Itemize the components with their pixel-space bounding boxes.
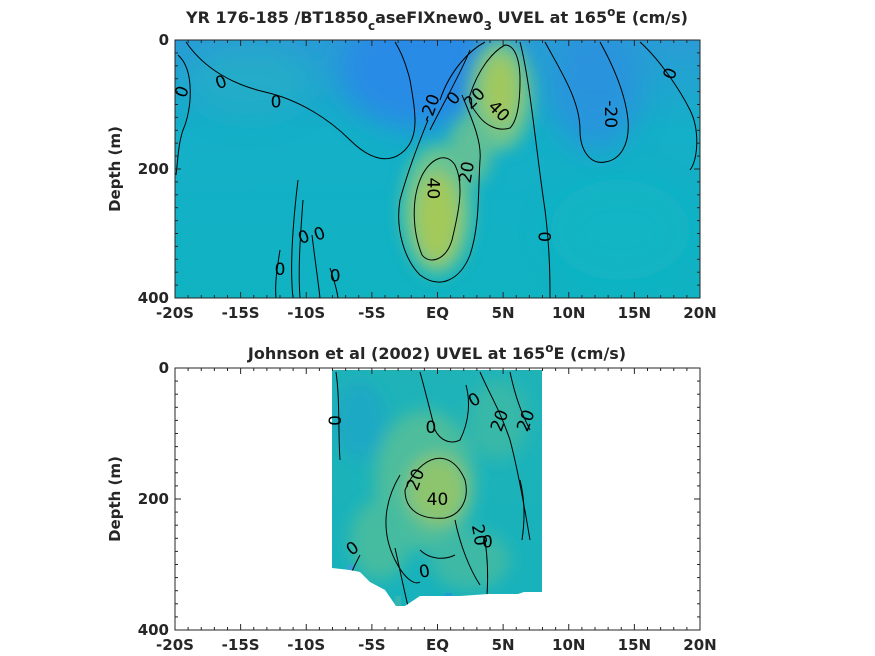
x-tick-label: 15N <box>618 304 651 322</box>
y-tick-label: 0 <box>159 359 169 377</box>
x-tick-label: 20N <box>683 304 716 322</box>
chart-2: Johnson et al (2002) UVEL at 165oE (cm/s… <box>106 341 717 654</box>
chart-1-title: YR 176-185 /BT1850caseFIXnew03 UVEL at 1… <box>185 5 688 33</box>
chart-2-title: Johnson et al (2002) UVEL at 165oE (cm/s… <box>247 341 626 363</box>
x-tick-label: -10S <box>287 304 325 322</box>
x-tick-label: 5N <box>492 636 515 654</box>
x-tick-label: -20S <box>156 636 194 654</box>
x-tick-label: 5N <box>492 304 515 322</box>
x-tick-label: 10N <box>552 636 585 654</box>
x-tick-label: -15S <box>222 636 260 654</box>
chart-2-contours <box>335 371 531 606</box>
contour-label: -20 <box>600 100 620 128</box>
contour-label: 0 <box>426 418 437 438</box>
x-tick-label: 20N <box>683 636 716 654</box>
x-tick-label: 15N <box>618 636 651 654</box>
x-tick-label: -5S <box>358 636 385 654</box>
y-tick-label: 400 <box>138 289 169 307</box>
contour-label: 20 <box>467 523 490 548</box>
contour-label: 0 <box>482 533 493 553</box>
x-tick-label: -5S <box>358 304 385 322</box>
x-tick-label: 10N <box>552 304 585 322</box>
x-tick-label: -15S <box>222 304 260 322</box>
y-tick-label: 200 <box>138 160 169 178</box>
contour-label: 40 <box>423 178 443 200</box>
contour-label: 0 <box>417 561 431 583</box>
x-tick-label: -10S <box>287 636 325 654</box>
contour-label: 20 <box>456 160 479 185</box>
y-tick-label: 400 <box>138 621 169 639</box>
x-tick-label: EQ <box>426 304 449 322</box>
contour-label: 0 <box>536 231 556 242</box>
chart-2-ylabel: Depth (m) <box>106 456 124 542</box>
contour-label: 40 <box>427 490 449 510</box>
x-tick-label: -20S <box>156 304 194 322</box>
contour-label: 0 <box>271 92 282 112</box>
chart-1-contours <box>175 41 698 298</box>
chart-1-heatmap <box>175 40 700 298</box>
y-tick-label: 200 <box>138 490 169 508</box>
chart-1-ylabel: Depth (m) <box>106 126 124 212</box>
chart-2-heatmap <box>332 370 542 606</box>
contour-label: 0 <box>326 415 346 426</box>
contour-label: 0 <box>275 260 286 280</box>
contour-label: 0 <box>330 266 341 286</box>
x-tick-label: EQ <box>426 636 449 654</box>
y-tick-label: 0 <box>159 31 169 49</box>
chart-1: YR 176-185 /BT1850caseFIXnew03 UVEL at 1… <box>106 5 717 322</box>
